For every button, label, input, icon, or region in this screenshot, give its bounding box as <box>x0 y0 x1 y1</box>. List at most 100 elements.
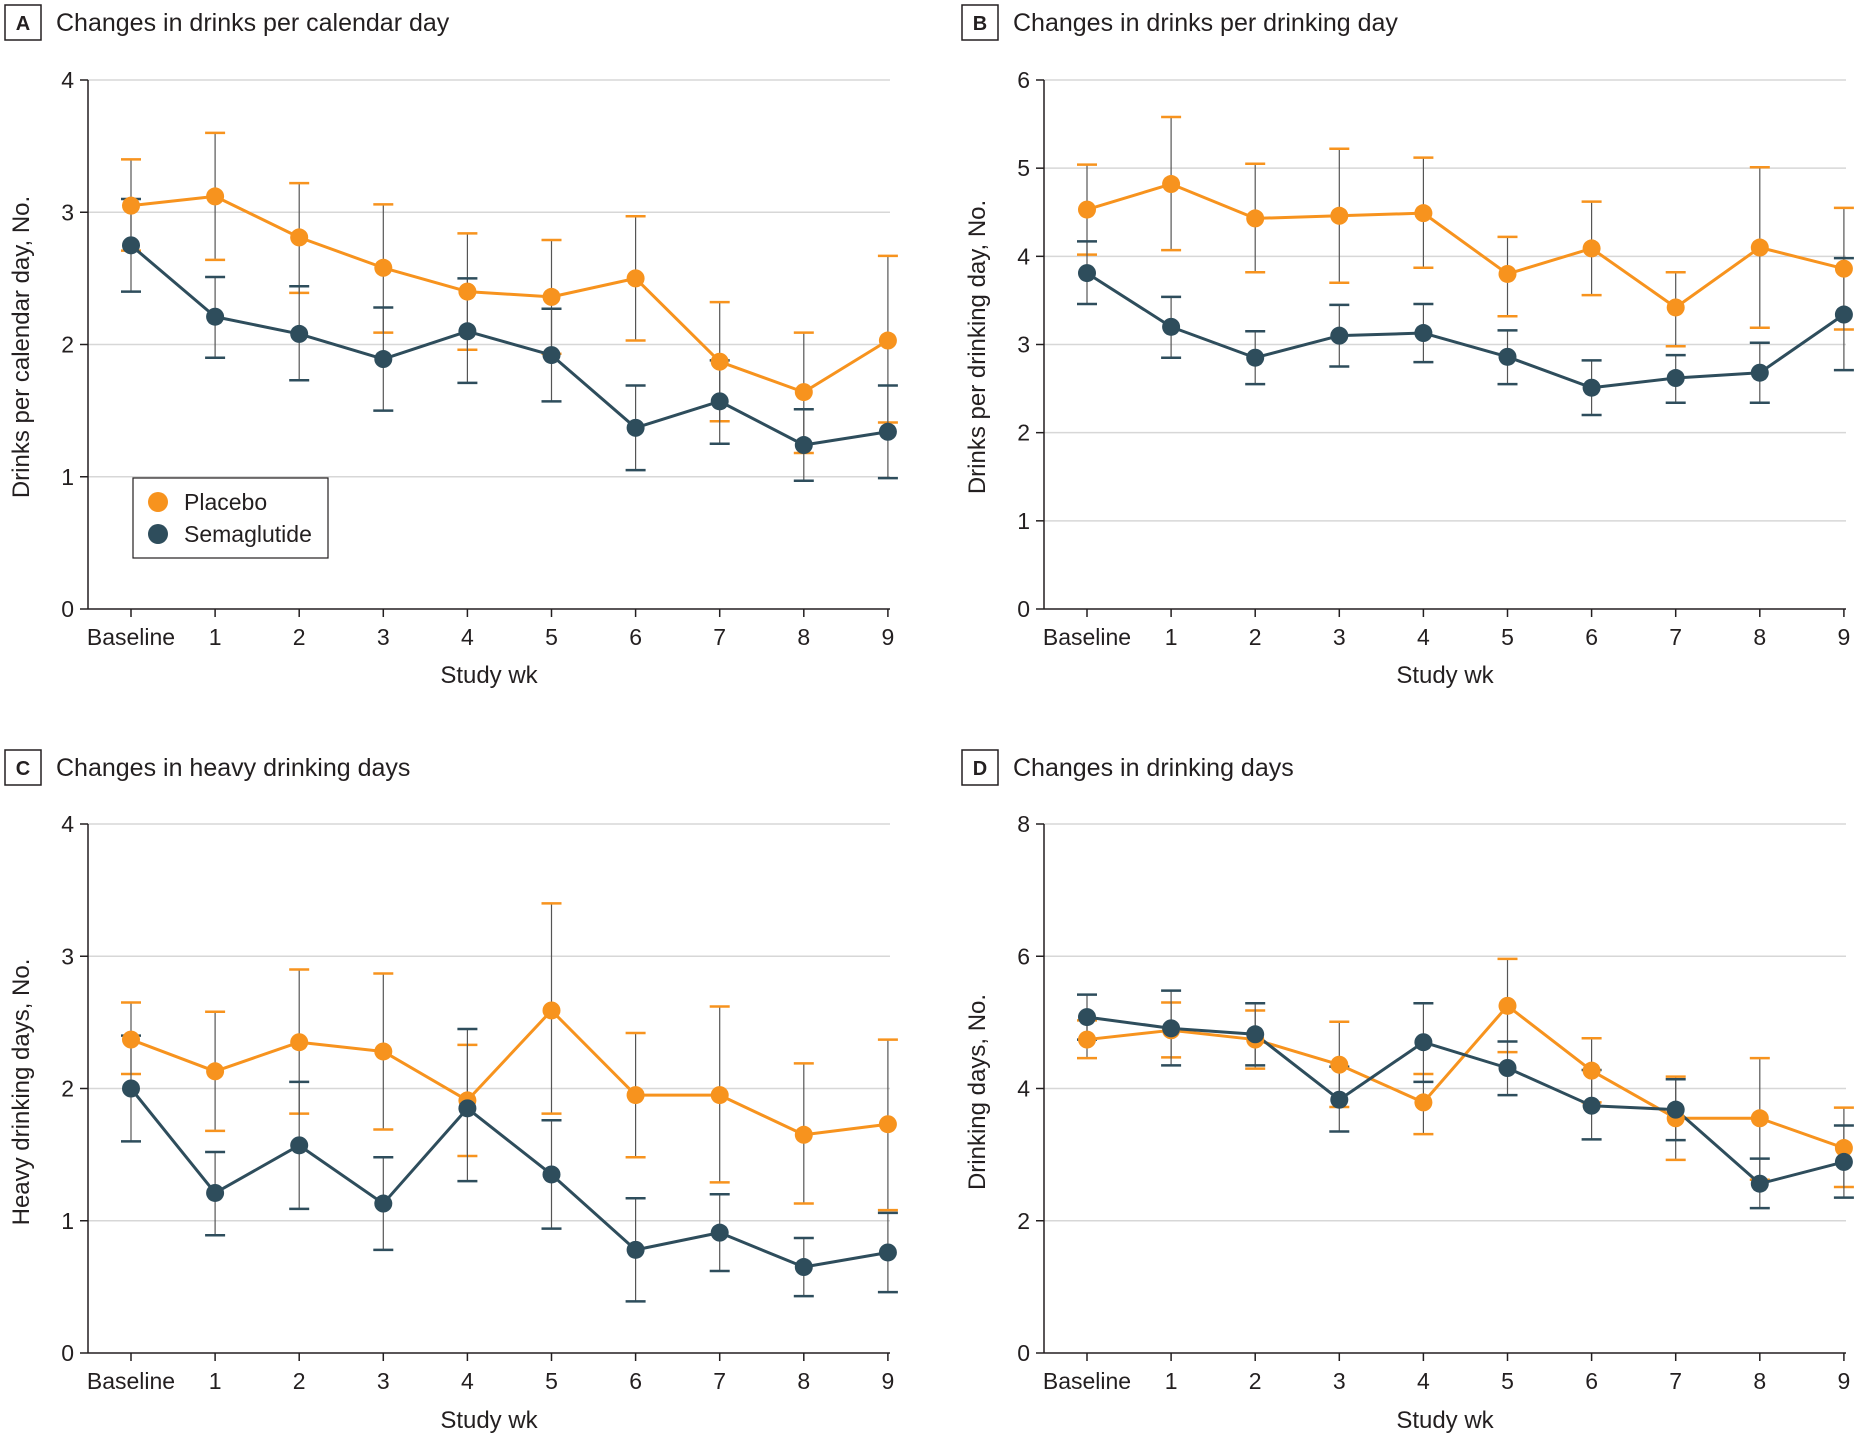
semaglutide-series-line <box>130 244 889 447</box>
legend-label-placebo: Placebo <box>184 489 267 515</box>
x-tick-label: 3 <box>1333 1368 1346 1394</box>
placebo-data-point <box>1162 175 1181 194</box>
panel-b: B Changes in drinks per drinking day 0 1 2… <box>961 4 1854 689</box>
placebo-data-point <box>626 1086 645 1105</box>
placebo-series-line <box>130 194 889 394</box>
x-tick-label: 9 <box>882 1368 895 1394</box>
semaglutide-data-point <box>206 1183 225 1202</box>
semaglutide-series-line <box>1086 1015 1845 1186</box>
x-tick-label: 5 <box>1501 1368 1514 1394</box>
panel-title: Changes in drinking days <box>1013 754 1294 782</box>
y-tick-label: 1 <box>1017 508 1030 534</box>
y-tick-label: 5 <box>1017 155 1030 181</box>
panel-letter-box <box>961 4 999 41</box>
x-tick-label: 6 <box>629 1368 642 1394</box>
placebo-data-point <box>290 1033 309 1052</box>
x-tick-label: 2 <box>293 624 306 650</box>
semaglutide-data-point <box>1330 326 1349 345</box>
placebo-data-point <box>1078 200 1096 219</box>
y-tick-label: 0 <box>61 1340 74 1366</box>
semaglutide-data-point <box>374 1194 393 1213</box>
panel-letter: D <box>973 758 987 780</box>
x-tick-label: 8 <box>797 624 810 650</box>
plot-area: 0 1 2 3 4 5 6 Baseline 1 2 3 4 5 6 7 8 9 <box>1017 67 1854 650</box>
y-tick-label: 8 <box>1017 811 1030 837</box>
placebo-data-point <box>878 1115 897 1134</box>
semaglutide-data-point <box>1414 324 1433 343</box>
placebo-data-point <box>206 187 225 206</box>
x-tick-label: 6 <box>629 624 642 650</box>
y-tick-label: 4 <box>1017 1076 1030 1102</box>
semaglutide-data-point <box>710 392 729 411</box>
y-tick-label: 2 <box>1017 1208 1030 1234</box>
placebo-data-point <box>710 1086 729 1105</box>
semaglutide-data-point <box>122 1079 140 1098</box>
placebo-series-line <box>1086 1004 1845 1150</box>
semaglutide-series-line <box>129 1087 889 1269</box>
placebo-data-point <box>1834 259 1853 278</box>
semaglutide-data-point <box>1078 1008 1096 1027</box>
panel-a: A Changes in drinks per calendar day 0 1 2… <box>4 4 898 689</box>
placebo-data-point <box>1750 1109 1769 1128</box>
semaglutide-data-point <box>374 350 393 369</box>
plot-area: 0 2 4 6 8 Baseline 1 2 3 4 5 6 7 8 9 <box>1017 811 1854 1394</box>
placebo-data-point <box>1498 264 1517 283</box>
semaglutide-data-point <box>1246 1025 1265 1044</box>
panel-letter-box <box>961 749 999 786</box>
y-tick-label: 1 <box>61 464 74 490</box>
placebo-data-point <box>458 282 477 301</box>
y-tick-label: 0 <box>61 596 74 622</box>
x-tick-label: 3 <box>377 624 390 650</box>
placebo-data-point <box>1582 239 1601 258</box>
x-tick-label: 3 <box>1333 624 1346 650</box>
x-tick-label: Baseline <box>87 1368 175 1394</box>
semaglutide-data-point <box>458 1099 477 1118</box>
y-tick-label: 4 <box>61 67 74 93</box>
x-tick-label: 8 <box>797 1368 810 1394</box>
placebo-data-point <box>374 1042 393 1061</box>
placebo-data-point <box>1330 206 1349 225</box>
x-tick-label: 1 <box>1165 624 1178 650</box>
semaglutide-data-point <box>1834 1152 1853 1171</box>
placebo-data-point <box>1582 1061 1601 1080</box>
semaglutide-data-point <box>794 436 813 455</box>
placebo-data-point <box>542 287 561 306</box>
x-tick-label: 7 <box>1669 1368 1682 1394</box>
x-tick-label: 9 <box>1838 624 1851 650</box>
semaglutide-data-point <box>1666 1100 1685 1119</box>
y-tick-label: 4 <box>61 811 74 837</box>
x-tick-label: Baseline <box>1043 1368 1131 1394</box>
x-axis-title: Study wk <box>1396 1407 1494 1434</box>
panel-letter: A <box>16 13 30 35</box>
x-tick-label: 4 <box>1417 1368 1430 1394</box>
y-axis-title: Heavy drinking days, No. <box>8 959 35 1226</box>
x-axis-title: Study wk <box>440 1407 538 1434</box>
x-tick-label: 1 <box>1165 1368 1178 1394</box>
semaglutide-data-point <box>1078 264 1096 283</box>
semaglutide-data-point <box>1582 378 1601 397</box>
x-tick-label: 1 <box>209 1368 222 1394</box>
semaglutide-data-point <box>542 1165 561 1184</box>
placebo-data-point <box>122 1030 140 1049</box>
semaglutide-data-point <box>878 1243 897 1262</box>
y-tick-label: 3 <box>1017 332 1030 358</box>
semaglutide-data-point <box>626 418 645 437</box>
y-tick-label: 1 <box>61 1208 74 1234</box>
semaglutide-data-point <box>1666 369 1685 388</box>
placebo-data-point <box>1078 1030 1096 1049</box>
placebo-data-point <box>1834 1139 1853 1158</box>
placebo-data-point <box>1750 238 1769 257</box>
panel-title: Changes in drinks per calendar day <box>56 9 450 37</box>
x-tick-label: 9 <box>882 624 895 650</box>
placebo-data-point <box>290 228 309 247</box>
plot-area: 0 1 2 3 4 Baseline 1 2 3 4 5 6 7 8 9 <box>61 811 898 1394</box>
panel-letter: C <box>16 758 30 780</box>
placebo-data-point <box>1498 996 1517 1015</box>
x-tick-label: 5 <box>1501 624 1514 650</box>
semaglutide-data-point <box>710 1223 729 1242</box>
x-tick-label: 7 <box>1669 624 1682 650</box>
panel-title: Changes in drinks per drinking day <box>1013 9 1398 37</box>
x-tick-label: Baseline <box>87 624 175 650</box>
semaglutide-data-point <box>1750 363 1769 382</box>
